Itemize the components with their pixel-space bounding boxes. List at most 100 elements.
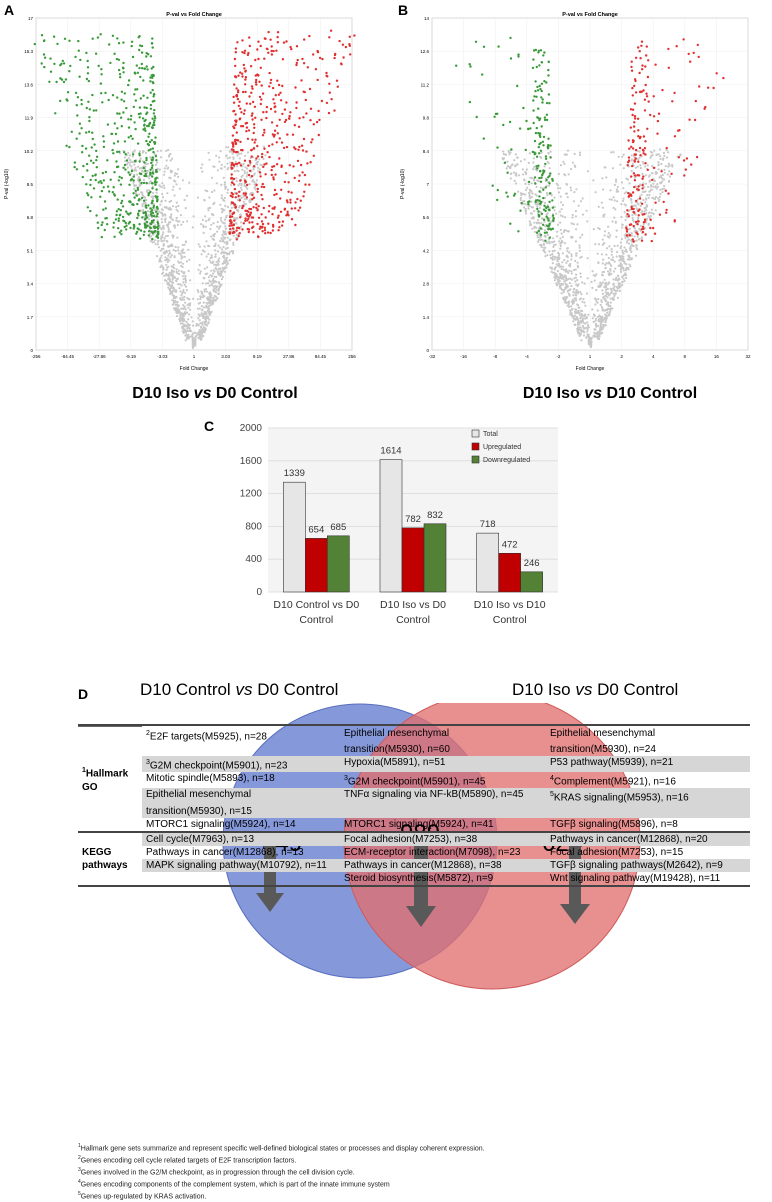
volcano-a-point-up — [248, 36, 251, 39]
volcano-b-point-ns — [604, 309, 607, 312]
volcano-b-point-up — [630, 175, 633, 178]
volcano-a-point-down — [91, 131, 94, 134]
volcano-b-point-up — [634, 79, 637, 83]
volcano-b-point-up — [631, 238, 634, 241]
volcano-a-point-ns — [214, 253, 217, 256]
volcano-a-point-up — [259, 44, 262, 48]
volcano-a-ytick: 15.3 — [24, 49, 33, 54]
volcano-b-point-ns — [533, 226, 536, 229]
volcano-a-point-ns — [174, 172, 177, 175]
volcano-a-point-down — [77, 49, 81, 52]
volcano-a-point-up — [250, 175, 254, 178]
volcano-b-point-ns — [628, 182, 631, 185]
volcano-a-point-up — [289, 198, 292, 201]
volcano-b-point-down — [536, 199, 539, 202]
volcano-a-point-up — [236, 139, 240, 142]
volcano-a-point-up — [286, 133, 289, 136]
volcano-a-point-down — [156, 199, 159, 202]
volcano-b-point-up — [627, 139, 630, 142]
volcano-b-point-ns — [574, 294, 577, 297]
volcano-a-point-up — [276, 41, 279, 44]
volcano-a-point-up — [255, 83, 258, 86]
volcano-b-point-ns — [624, 248, 628, 251]
volcano-b-point-ns — [569, 189, 573, 192]
volcano-b-point-up — [632, 172, 636, 175]
volcano-a-point-up — [306, 66, 309, 69]
hallmark-cell-col1: transition(M5930), n=15 — [142, 804, 340, 818]
volcano-a-point-down — [122, 100, 126, 103]
volcano-a-point-ns — [156, 243, 159, 246]
volcano-b-point-ns — [581, 233, 584, 236]
volcano-b-point-down — [493, 115, 496, 119]
volcano-a-point-ns — [187, 306, 190, 309]
volcano-a-point-up — [283, 208, 286, 211]
volcano-a-point-ns — [175, 310, 178, 313]
volcano-a-point-up — [294, 223, 297, 227]
hallmark-cell-col3: 5KRAS signaling(M5953), n=16 — [546, 788, 750, 805]
volcano-a-point-up — [273, 102, 276, 105]
volcano-b-point-down — [547, 60, 550, 64]
volcano-a-point-ns — [196, 196, 200, 199]
volcano-b-point-up — [631, 113, 634, 117]
volcano-b-point-ns — [609, 287, 612, 290]
volcano-a-point-ns — [220, 237, 223, 240]
volcano-b-point-down — [548, 102, 551, 105]
volcano-a-point-up — [236, 91, 240, 94]
volcano-a-point-up — [243, 49, 247, 52]
volcano-a-point-ns — [251, 179, 255, 182]
volcano-a-point-up — [296, 159, 300, 163]
volcano-a-point-up — [258, 171, 262, 174]
volcano-a-point-down — [148, 132, 151, 135]
footnote-line: 4Genes encoding components of the comple… — [78, 1178, 390, 1189]
volcano-b-point-ns — [578, 334, 581, 337]
volcano-a-point-ns — [249, 192, 253, 195]
volcano-a-point-ns — [221, 266, 224, 269]
bar-ytick: 1600 — [240, 456, 263, 467]
volcano-a-point-up — [283, 180, 287, 184]
volcano-a-point-ns — [207, 207, 210, 210]
volcano-b-point-ns — [622, 277, 625, 280]
volcano-b-point-ns — [547, 151, 550, 155]
volcano-a-point-up — [273, 193, 276, 197]
volcano-a-point-down — [89, 209, 92, 213]
volcano-b-point-ns — [658, 198, 661, 201]
volcano-b-point-ns — [551, 252, 554, 256]
volcano-a-point-ns — [163, 218, 166, 221]
volcano-a-point-ns — [241, 174, 244, 177]
volcano-b-point-ns — [605, 318, 608, 321]
volcano-b-point-up — [697, 55, 700, 59]
volcano-a-point-ns — [226, 157, 229, 160]
volcano-a-point-ns — [235, 177, 238, 180]
volcano-b-point-ns — [565, 295, 568, 298]
volcano-b-point-up — [649, 218, 652, 221]
volcano-a-point-ns — [133, 149, 136, 152]
volcano-b-point-down — [543, 204, 546, 207]
volcano-b-point-ns — [575, 188, 578, 191]
volcano-a-point-ns — [173, 194, 176, 197]
volcano-a-point-up — [309, 161, 312, 164]
volcano-a-point-up — [251, 112, 254, 115]
volcano-b-point-ns — [604, 284, 607, 287]
volcano-b-point-down — [540, 96, 543, 99]
volcano-a-point-ns — [201, 309, 204, 312]
volcano-a-point-ns — [168, 249, 171, 252]
volcano-b-point-ns — [527, 207, 530, 210]
volcano-a-point-ns — [160, 211, 163, 214]
volcano-a-point-ns — [203, 250, 206, 253]
volcano-a-point-down — [142, 181, 146, 185]
volcano-a-point-down — [127, 136, 130, 139]
volcano-b-point-ns — [569, 277, 572, 280]
volcano-b-point-down — [547, 74, 550, 77]
volcano-a-point-up — [234, 151, 238, 154]
volcano-b-point-ns — [506, 165, 510, 168]
bar-category-label: D10 Iso vs D10 — [474, 599, 546, 611]
volcano-a-point-down — [131, 137, 134, 140]
volcano-a-point-ns — [165, 268, 168, 271]
volcano-b-point-ns — [610, 151, 613, 154]
volcano-a-point-up — [288, 114, 291, 118]
volcano-a-point-down — [115, 160, 118, 163]
kegg-cell-col1: Pathways in cancer(M12868), n=13 — [146, 846, 304, 858]
volcano-a-point-down — [104, 170, 108, 174]
volcano-a-point-ns — [243, 184, 246, 187]
volcano-b-point-ns — [638, 237, 641, 241]
